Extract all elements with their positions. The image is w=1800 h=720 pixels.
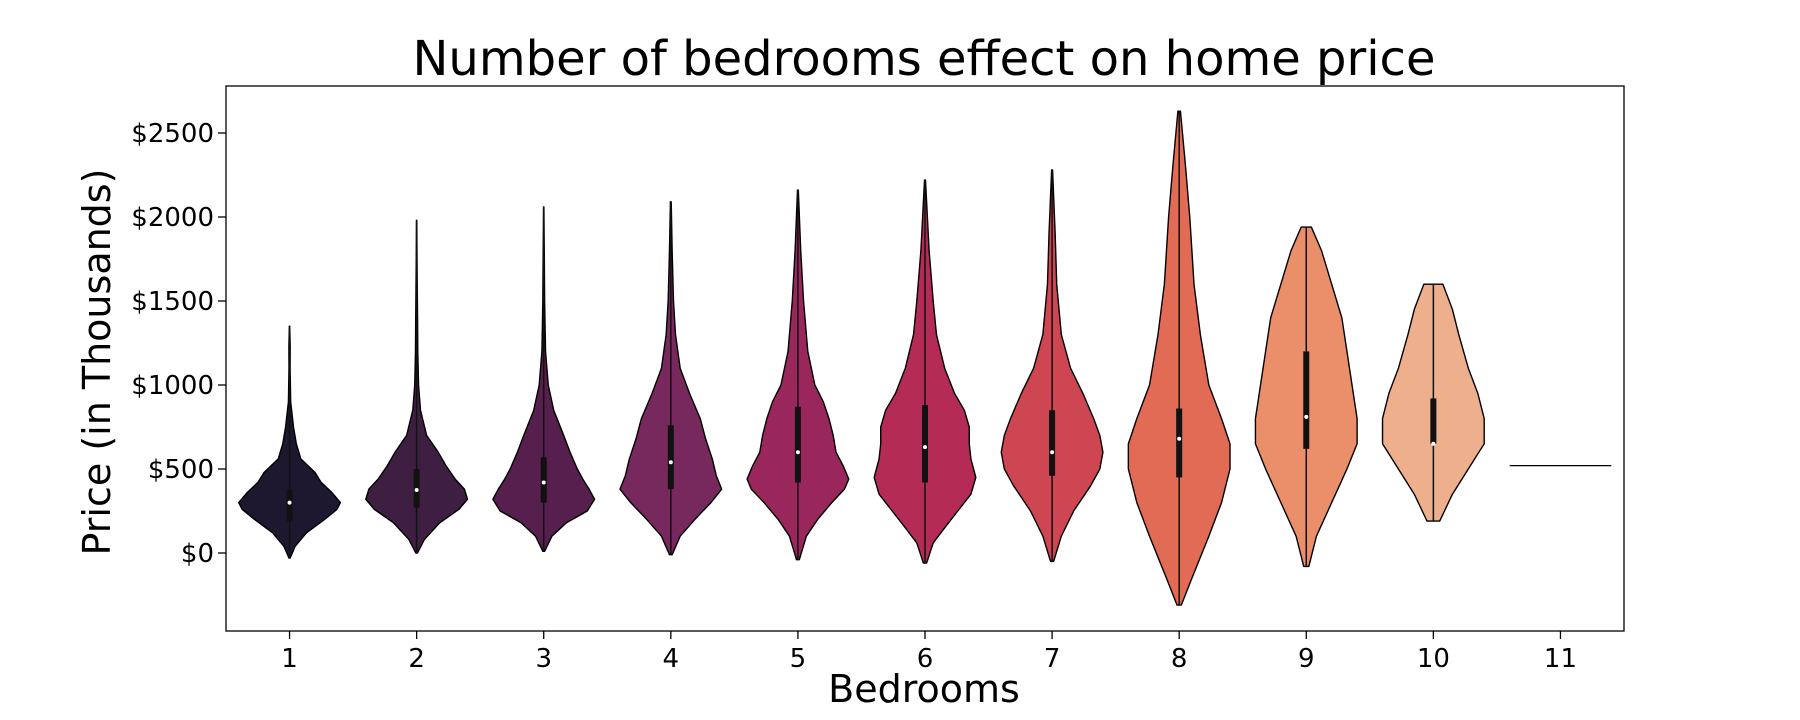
x-tick-label: 3 [535, 644, 552, 674]
plot-frame [225, 85, 1625, 632]
violin-median-dot [923, 445, 927, 450]
violin-3 [492, 206, 596, 553]
chart-title: Number of bedrooms effect on home price [413, 31, 1436, 87]
violin-iqr-box [1430, 398, 1437, 444]
y-tick-label: $1000 [131, 371, 214, 401]
violin-median-dot [414, 488, 419, 492]
violin-iqr-box [1176, 408, 1183, 478]
violin-iqr-box [1303, 351, 1310, 449]
violin-6 [873, 179, 977, 564]
y-tick-label: $2000 [131, 203, 214, 233]
violin-10 [1381, 283, 1485, 522]
violin-iqr-box [286, 489, 293, 522]
x-tick-label: 7 [1044, 644, 1061, 674]
x-tick-label: 8 [1171, 644, 1188, 674]
violin-median-dot [541, 480, 546, 485]
violin-median-dot [1050, 450, 1055, 455]
x-tick-label: 1 [281, 644, 298, 674]
y-tick-label: $2500 [131, 119, 214, 149]
violin-iqr-box [794, 406, 801, 483]
violin-median-dot [287, 500, 292, 505]
violin-8 [1127, 110, 1231, 606]
violin-5 [746, 189, 850, 561]
x-axis-title: Bedrooms [828, 667, 1020, 711]
violin-median-dot [1431, 441, 1436, 446]
y-axis: $0 $500 $1000 $1500 $2000 $2500 [131, 119, 226, 569]
y-tick-label: $1500 [131, 287, 214, 317]
y-tick-label: $0 [181, 539, 214, 569]
x-tick-label: 5 [790, 644, 807, 674]
x-tick-label: 9 [1298, 644, 1315, 674]
violin-median-dot [668, 460, 673, 465]
violins-layer [238, 110, 1612, 606]
violin-median-dot [795, 450, 800, 455]
violin-4 [619, 201, 723, 556]
x-tick-label: 10 [1417, 644, 1450, 674]
violin-1 [238, 325, 342, 559]
x-tick-label: 4 [663, 644, 680, 674]
violin-median-dot [1177, 436, 1182, 441]
violin-iqr-box [667, 425, 674, 490]
y-axis-title: Price (in Thousands) [75, 169, 119, 556]
y-tick-label: $500 [148, 455, 214, 485]
violin-iqr-box [1049, 410, 1056, 476]
x-axis: 1 2 3 4 5 6 7 8 9 10 11 [281, 631, 1577, 674]
violin-iqr-box [540, 457, 547, 503]
x-tick-label: 11 [1544, 644, 1577, 674]
x-tick-label: 2 [408, 644, 425, 674]
violin-9 [1254, 226, 1358, 568]
violin-7 [1000, 169, 1104, 563]
violin-iqr-box [922, 405, 928, 483]
x-tick-label: 6 [917, 644, 934, 674]
violin-2 [365, 219, 469, 554]
violin-median-dot [1304, 414, 1309, 419]
